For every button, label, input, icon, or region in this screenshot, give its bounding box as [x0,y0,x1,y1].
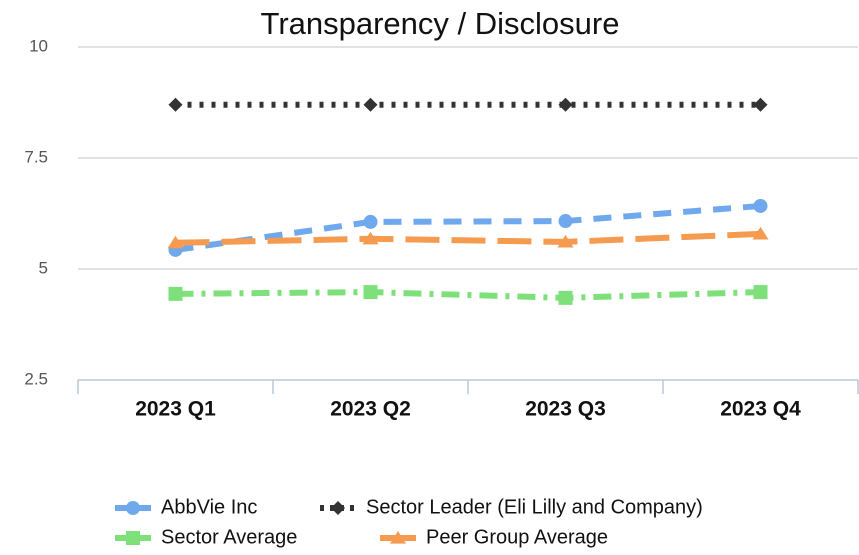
y-tick-label: 2.5 [24,369,48,388]
marker [753,97,768,112]
marker [753,285,768,300]
marker [558,290,573,305]
legend-label: Sector Leader (Eli Lilly and Company) [366,496,703,518]
x-tick-label: 2023 Q3 [525,398,606,421]
marker [363,285,378,300]
x-tick-label: 2023 Q4 [720,398,801,421]
marker [558,214,573,229]
marker [126,501,140,515]
legend-label: AbbVie Inc [161,496,257,518]
series-line [175,230,761,246]
y-tick-label: 5 [39,258,48,277]
y-tick-label: 10 [29,36,48,55]
marker [331,501,345,515]
marker [753,198,768,213]
x-tick-label: 2023 Q1 [135,398,216,421]
marker [126,531,140,545]
series-line [175,202,761,253]
y-tick-label: 7.5 [24,147,48,166]
marker [168,286,183,301]
marker [752,226,769,240]
marker [362,231,379,245]
marker [389,531,407,544]
x-tick-label: 2023 Q2 [330,398,411,421]
series-line [175,289,761,301]
marker [558,97,573,112]
marker [168,97,183,112]
marker [363,97,378,112]
marker [557,234,574,248]
chart-title: Transparency / Disclosure [261,6,620,41]
marker [167,235,184,249]
legend-label: Peer Group Average [426,526,608,548]
legend-label: Sector Average [161,526,297,548]
marker [363,214,378,229]
